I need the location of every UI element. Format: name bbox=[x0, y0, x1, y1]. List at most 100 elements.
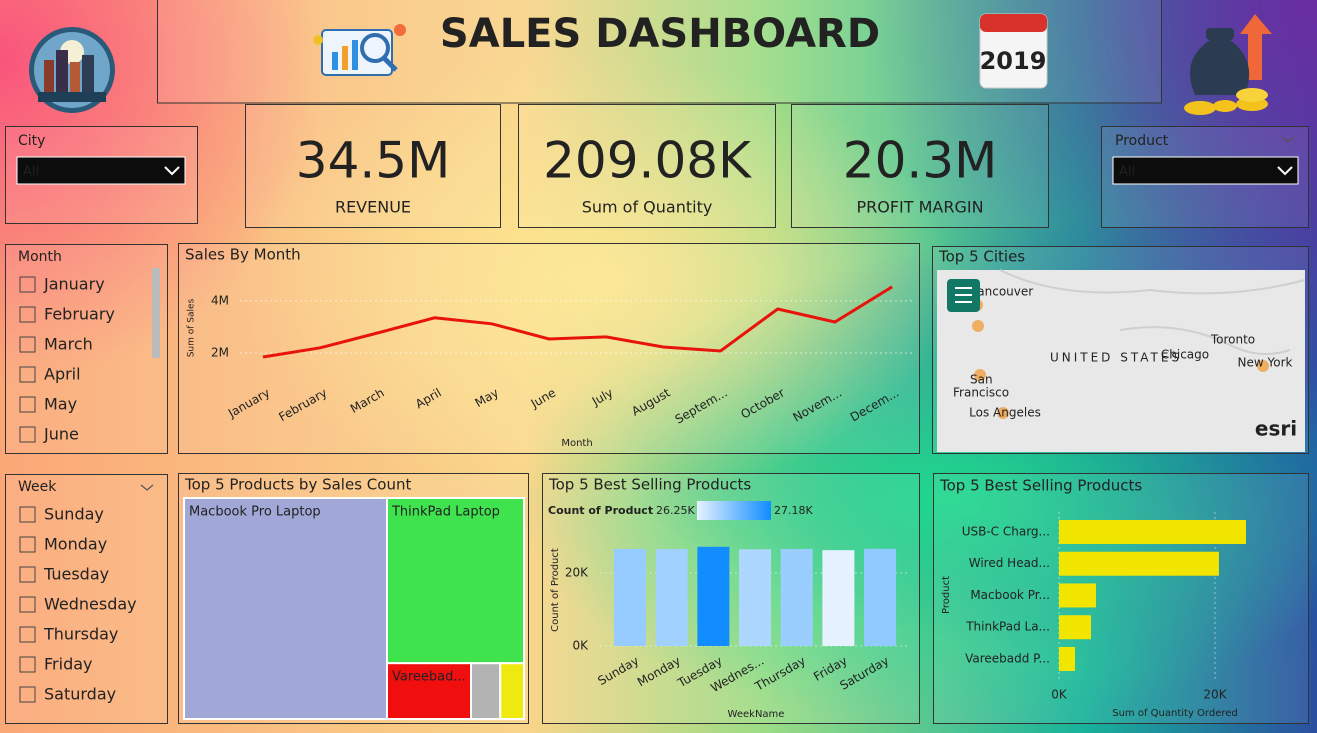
slicer-option: Sunday bbox=[44, 505, 104, 524]
y-axis-title: Sum of Sales bbox=[187, 298, 197, 357]
checkbox[interactable] bbox=[19, 566, 36, 583]
legend-gradient bbox=[697, 501, 771, 520]
slicer-option: Friday bbox=[44, 655, 93, 674]
slicer-option: June bbox=[43, 425, 79, 444]
bar bbox=[864, 548, 897, 646]
week-slicer bbox=[5, 474, 168, 724]
kpi-label: REVENUE bbox=[335, 198, 411, 217]
checkbox[interactable] bbox=[19, 506, 36, 523]
analytics-icon bbox=[313, 24, 406, 76]
checkbox[interactable] bbox=[19, 276, 36, 293]
logo bbox=[29, 27, 115, 113]
slicer-option: Saturday bbox=[44, 685, 116, 704]
map-label: San bbox=[970, 373, 993, 387]
x-tick-label: 0K bbox=[1051, 688, 1068, 702]
kpi-label: Sum of Quantity bbox=[582, 198, 713, 217]
map-label: New York bbox=[1238, 356, 1293, 370]
y-tick-label: USB-C Charg... bbox=[962, 524, 1050, 538]
treemap-tile bbox=[470, 662, 502, 720]
city-dot bbox=[1257, 360, 1269, 372]
map-label: Francisco bbox=[953, 386, 1009, 400]
slicer-option: March bbox=[44, 335, 93, 354]
bar bbox=[614, 548, 647, 646]
chevron bbox=[1281, 136, 1295, 143]
bar bbox=[822, 550, 855, 646]
slicer-option: February bbox=[44, 305, 115, 324]
slicer-option: Monday bbox=[44, 535, 107, 554]
y-tick-label: 4M bbox=[211, 293, 229, 307]
kpi-card bbox=[245, 104, 501, 228]
x-axis-title: Sum of Quantity Ordered bbox=[1112, 708, 1238, 719]
treemap-tile bbox=[183, 497, 388, 720]
y-tick-label: 0K bbox=[572, 639, 589, 653]
map-label: Chicago bbox=[1161, 348, 1209, 362]
treemap-tile bbox=[499, 662, 525, 720]
map-border bbox=[999, 269, 1306, 355]
scrollbar[interactable] bbox=[152, 268, 160, 358]
checkbox[interactable] bbox=[19, 426, 36, 443]
checkbox[interactable] bbox=[19, 306, 36, 323]
slicer-option: Wednesday bbox=[44, 595, 137, 614]
dashboard-title: SALES DASHBOARD bbox=[440, 11, 880, 57]
y-tick-label: ThinkPad La... bbox=[965, 620, 1050, 634]
kpi-value: 34.5M bbox=[296, 132, 450, 190]
month-slicer bbox=[5, 244, 168, 454]
city-dot bbox=[997, 407, 1009, 419]
map-image[interactable] bbox=[937, 270, 1305, 452]
barh-panel bbox=[933, 473, 1309, 724]
bar bbox=[1059, 615, 1091, 640]
slicer-label: City bbox=[18, 133, 45, 149]
panel-title: Top 5 Best Selling Products bbox=[548, 476, 751, 494]
chevron bbox=[164, 166, 180, 176]
kpi-card bbox=[791, 104, 1049, 228]
bar bbox=[697, 546, 730, 646]
checkbox[interactable] bbox=[19, 336, 36, 353]
tile-label: Vareebad... bbox=[392, 670, 466, 685]
legend-min: 26.25K bbox=[656, 504, 695, 517]
checkbox[interactable] bbox=[19, 626, 36, 643]
tile-label: ThinkPad Laptop bbox=[391, 505, 500, 520]
dropdown-value: All bbox=[1119, 165, 1135, 180]
money-icon bbox=[1184, 14, 1272, 115]
product-dropdown[interactable] bbox=[1112, 156, 1299, 185]
kpi-label: PROFIT MARGIN bbox=[856, 198, 983, 217]
slicer-option: May bbox=[44, 395, 77, 414]
bar bbox=[780, 548, 813, 646]
slicer-option: April bbox=[44, 365, 81, 384]
y-tick-label: Macbook Pr... bbox=[970, 588, 1050, 602]
chevron bbox=[1277, 166, 1293, 176]
bar bbox=[1059, 646, 1075, 671]
kpi-value: 209.08K bbox=[543, 132, 752, 190]
checkbox[interactable] bbox=[19, 396, 36, 413]
slicer-label: Week bbox=[18, 479, 57, 495]
checkbox[interactable] bbox=[19, 536, 36, 553]
map-label: Toronto bbox=[1210, 333, 1255, 347]
y-axis-title: Count of Product bbox=[550, 548, 561, 632]
line bbox=[262, 285, 893, 359]
slicer-option: January bbox=[43, 275, 105, 294]
slicer-option: Thursday bbox=[43, 625, 118, 644]
x-axis-title: Month bbox=[561, 438, 592, 449]
panel-title: Sales By Month bbox=[185, 246, 301, 264]
chevron bbox=[140, 484, 154, 491]
panel-title: Top 5 Products by Sales Count bbox=[184, 476, 411, 494]
y-tick-label: 2M bbox=[211, 346, 229, 360]
calendar-icon bbox=[979, 13, 1048, 89]
y-tick-label: Wired Head... bbox=[969, 556, 1050, 570]
legend-max: 27.18K bbox=[774, 504, 813, 517]
checkbox[interactable] bbox=[19, 596, 36, 613]
city-dot bbox=[972, 320, 984, 332]
checkbox[interactable] bbox=[19, 686, 36, 703]
slicer-label: Month bbox=[18, 249, 62, 265]
slicer-label: Product bbox=[1115, 133, 1169, 149]
line-panel bbox=[178, 243, 920, 454]
city-dot bbox=[974, 369, 986, 381]
city-dropdown[interactable] bbox=[16, 156, 186, 185]
checkbox[interactable] bbox=[19, 366, 36, 383]
checkbox[interactable] bbox=[19, 656, 36, 673]
map-label: Vancouver bbox=[970, 285, 1033, 299]
y-tick-label: Vareebadd P... bbox=[965, 651, 1050, 665]
panel-title: Top 5 Best Selling Products bbox=[939, 477, 1142, 495]
